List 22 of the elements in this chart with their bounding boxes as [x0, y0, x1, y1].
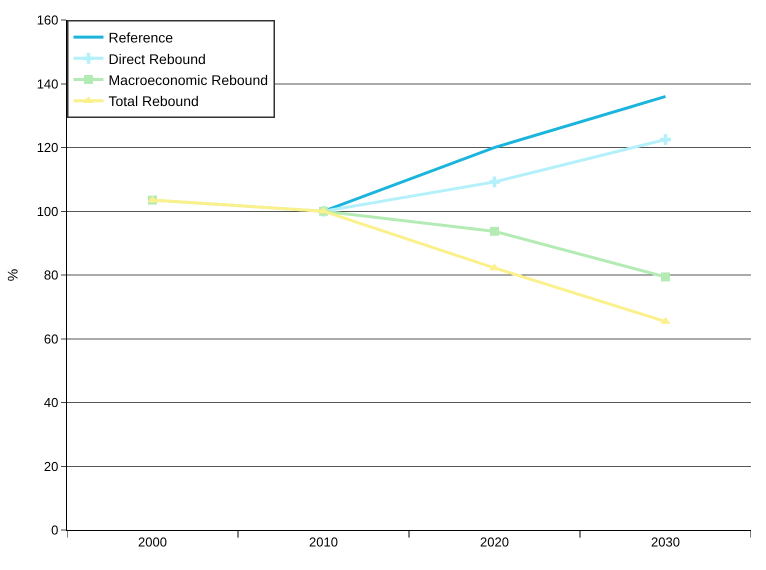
y-tick-label: 60	[44, 331, 58, 346]
x-tick-label: 2000	[138, 534, 167, 550]
legend-label: Direct Rebound	[108, 50, 206, 67]
y-tick-label: 40	[44, 395, 58, 410]
y-tick-label: 100	[36, 204, 58, 219]
legend-label: Macroeconomic Rebound	[108, 72, 268, 88]
point	[489, 176, 500, 188]
y-axis-title: %	[4, 268, 20, 282]
y-tick-label: 0	[51, 522, 58, 538]
y-tick-label: 140	[36, 76, 58, 92]
point	[490, 226, 499, 236]
x-tick-label: 2010	[309, 534, 338, 550]
point	[661, 272, 670, 282]
legend-label: Reference	[108, 30, 174, 46]
legend-label: Total Rebound	[108, 93, 199, 110]
y-tick-label: 20	[44, 458, 58, 474]
y-tick-label: 160	[36, 12, 58, 28]
point	[660, 134, 671, 145]
x-tick-label: 2020	[480, 534, 509, 550]
x-tick-label: 2030	[651, 534, 680, 550]
y-tick-label: 80	[44, 268, 58, 283]
y-tick-label: 120	[36, 140, 58, 156]
